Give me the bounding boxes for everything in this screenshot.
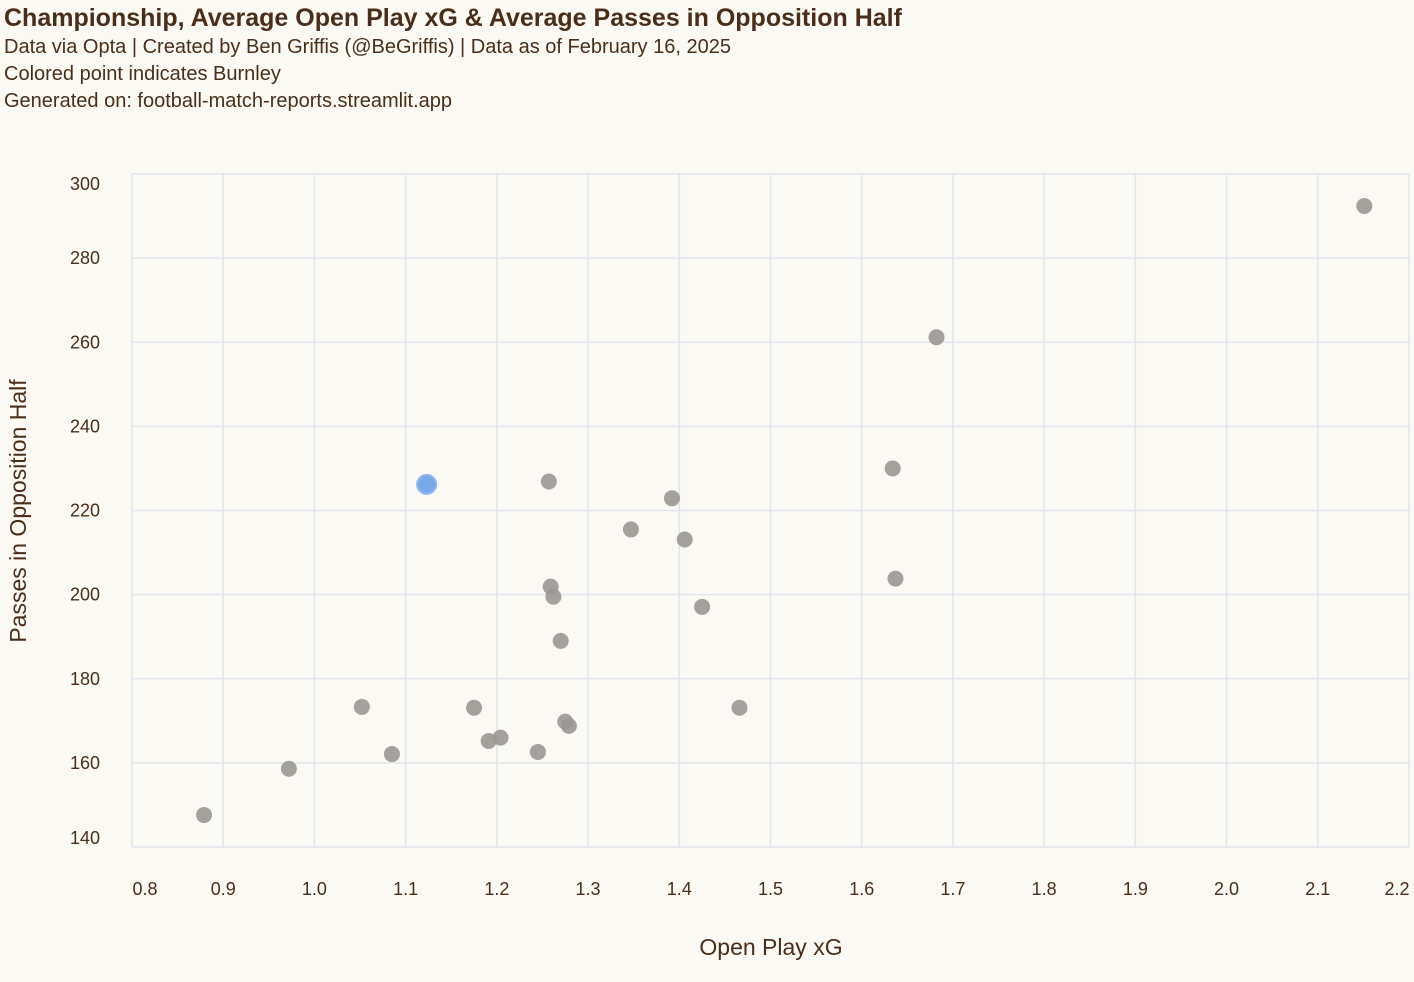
data-point	[480, 733, 497, 750]
data-point	[540, 473, 557, 490]
data-point	[552, 632, 569, 649]
x-tick-label: 1.6	[849, 879, 874, 899]
x-tick-labels: 0.8 0.9 1.0 1.1 1.2 1.3 1.4 1.5 1.6 1.7 1.8 1.9 2.0 2…	[132, 879, 1409, 899]
grid-lines	[131, 173, 1410, 848]
subtitle-highlight-note: Colored point indicates Burnley	[4, 63, 281, 85]
y-tick-label: 180	[70, 669, 100, 689]
y-tick-label: 280	[70, 248, 100, 268]
x-tick-label: 1.3	[576, 879, 601, 899]
x-tick-label: 1.2	[484, 879, 509, 899]
data-point	[196, 807, 213, 824]
x-tick-label: 1.4	[667, 879, 692, 899]
data-point	[694, 598, 711, 615]
data-point-highlighted	[416, 473, 438, 495]
y-tick-label: 140	[70, 828, 100, 848]
x-axis-label: Open Play xG	[699, 934, 842, 960]
subtitle-generated: Generated on: football-match-reports.str…	[4, 90, 452, 112]
data-point	[884, 460, 901, 477]
x-tick-label: 0.9	[211, 879, 236, 899]
data-point	[622, 521, 639, 538]
data-point	[545, 588, 562, 605]
x-tick-label: 2.0	[1214, 879, 1239, 899]
data-point	[466, 699, 483, 716]
data-point	[887, 570, 904, 587]
data-points	[196, 197, 1373, 824]
x-tick-label: 2.2	[1384, 879, 1409, 899]
x-tick-label: 1.7	[940, 879, 965, 899]
data-point	[731, 699, 748, 716]
data-point	[280, 760, 297, 777]
subtitle-source: Data via Opta | Created by Ben Griffis (…	[4, 36, 731, 58]
chart-header: Championship, Average Open Play xG & Ave…	[4, 2, 902, 115]
chart-title: Championship, Average Open Play xG & Ave…	[4, 4, 902, 32]
y-tick-label: 300	[70, 174, 100, 194]
data-point	[529, 743, 546, 760]
y-tick-label: 220	[70, 501, 100, 521]
x-tick-label: 1.8	[1032, 879, 1057, 899]
y-tick-label: 160	[70, 753, 100, 773]
data-point	[560, 717, 577, 734]
data-point	[353, 698, 370, 715]
y-axis-label: Passes in Opposition Half	[5, 379, 31, 643]
x-tick-label: 1.0	[302, 879, 327, 899]
x-tick-label: 1.5	[758, 879, 783, 899]
x-tick-label: 1.9	[1123, 879, 1148, 899]
x-tick-label: 1.1	[393, 879, 418, 899]
y-tick-label: 240	[70, 416, 100, 436]
x-tick-label: 2.1	[1305, 879, 1330, 899]
data-point	[663, 490, 680, 507]
y-tick-labels: 140 160 180 200 220 240 260 280 300	[70, 174, 100, 848]
data-point	[676, 531, 693, 548]
data-point	[383, 746, 400, 763]
y-tick-label: 200	[70, 585, 100, 605]
data-point	[928, 329, 945, 346]
x-tick-label: 0.8	[132, 879, 157, 899]
y-tick-label: 260	[70, 332, 100, 352]
data-point	[1356, 197, 1373, 214]
